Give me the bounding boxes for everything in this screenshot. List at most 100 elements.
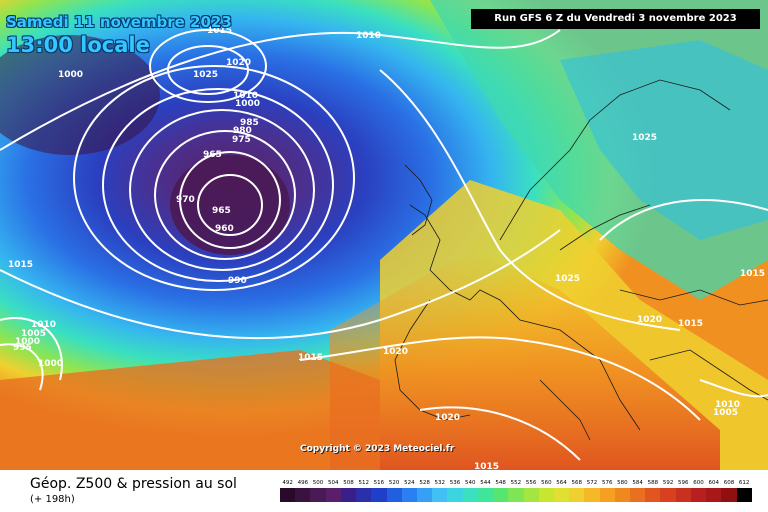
legend-swatch	[386, 488, 402, 502]
isobar-label: 1020	[226, 58, 251, 68]
isobar-label: 1000	[235, 99, 260, 109]
south-warm-field	[330, 250, 720, 470]
isobar-label: 960	[215, 224, 234, 234]
legend-swatch	[721, 488, 737, 502]
isobar-label: 1025	[632, 133, 657, 143]
legend-swatch	[736, 488, 752, 502]
legend-value: 584	[632, 480, 643, 486]
legend-value: 580	[617, 480, 628, 486]
legend-swatch	[340, 488, 357, 502]
legend-value: 540	[464, 480, 476, 486]
isobar-label: 1010	[356, 31, 381, 41]
isobar-label: 980	[233, 126, 252, 136]
legend-value: 576	[601, 480, 613, 486]
legend-swatch	[706, 488, 722, 502]
isobar-label: 965	[203, 150, 222, 160]
legend-value: 528	[419, 480, 430, 486]
legend-value: 600	[693, 480, 704, 486]
isobar-label: 965	[212, 206, 231, 216]
legend-value: 516	[373, 480, 385, 486]
legend-swatch	[614, 488, 631, 502]
isobar-label: 990	[228, 276, 247, 286]
legend-value: 604	[708, 480, 719, 486]
legend-swatch	[280, 488, 296, 502]
isobar-label: 1010	[31, 320, 56, 330]
legend-swatch	[569, 488, 585, 502]
legend-swatch	[675, 488, 691, 502]
model-run-label: Run GFS 6 Z du Vendredi 3 novembre 2023	[471, 9, 760, 29]
legend-swatch	[432, 488, 448, 502]
legend-labels: 492 496 500 504 508 512 516 520 524 528 532 536 540 5…	[280, 478, 752, 488]
legend-swatch	[690, 488, 707, 502]
forecast-date: Samedi 11 novembre 2023	[6, 13, 232, 31]
legend-value: 596	[678, 480, 689, 486]
legend-value: 588	[647, 480, 659, 486]
isobar-label: 1015	[474, 462, 499, 470]
legend-value: 500	[312, 480, 324, 486]
color-legend: 492 496 500 504 508 512 516 520 524 528 532 536 540 5…	[280, 478, 752, 502]
legend-value: 548	[495, 480, 506, 486]
isobar-label: 975	[232, 135, 251, 145]
legend-swatch	[493, 488, 509, 502]
low-core	[170, 155, 290, 255]
legend-value: 532	[434, 480, 446, 486]
legend-swatch	[371, 488, 387, 502]
legend-swatch	[462, 488, 478, 502]
isobar-label: 1005	[713, 408, 738, 418]
legend-value: 612	[738, 480, 750, 486]
isobar-label: 1025	[555, 274, 580, 284]
legend-swatch	[325, 488, 341, 502]
legend-value: 536	[449, 480, 461, 486]
scandinavia-field	[560, 40, 768, 240]
legend-swatch	[538, 488, 554, 502]
isobar-label: 1015	[8, 260, 33, 270]
legend-swatch	[645, 488, 661, 502]
isobars	[0, 29, 768, 461]
isobar-label: 1015	[740, 269, 765, 279]
legend-swatch	[401, 488, 417, 502]
legend-value: 544	[480, 480, 491, 486]
legend-swatch	[523, 488, 539, 502]
copyright-text: Copyright © 2023 Meteociel.fr	[300, 444, 455, 454]
legend-value: 492	[282, 480, 293, 486]
legend-swatch	[508, 488, 524, 502]
isobar-label: 1015	[207, 26, 232, 36]
legend-value: 568	[571, 480, 583, 486]
legend-swatch	[356, 488, 372, 502]
legend-value: 592	[662, 480, 674, 486]
map-canvas: 1015 1010 1020 1025 1000 1010 1000 985 9…	[0, 0, 768, 470]
forecast-time: 13:00 locale	[6, 33, 150, 57]
legend-value: 560	[541, 480, 552, 486]
legend-swatch	[416, 488, 433, 502]
isobar-label: 1010	[715, 400, 740, 410]
legend-swatch	[660, 488, 676, 502]
legend-swatch	[477, 488, 494, 502]
isobar-label: 985	[240, 118, 259, 128]
isobar-label: 995	[13, 343, 32, 353]
forecast-lead-time: (+ 198h)	[30, 494, 75, 505]
isobar-label: 1020	[637, 315, 662, 325]
legend-swatch	[584, 488, 600, 502]
coastlines	[394, 79, 768, 441]
isobar-label: 1000	[15, 337, 40, 347]
map-footer: Géop. Z500 & pression au sol (+ 198h) 49…	[0, 470, 768, 512]
legend-swatch	[553, 488, 570, 502]
legend-swatch	[295, 488, 311, 502]
greenland-low	[0, 35, 160, 155]
legend-bar	[280, 488, 752, 502]
legend-value: 504	[328, 480, 339, 486]
legend-swatch	[447, 488, 463, 502]
legend-value: 572	[586, 480, 598, 486]
weather-map: 1015 1010 1020 1025 1000 1010 1000 985 9…	[0, 0, 768, 470]
isobar-label: 1000	[38, 359, 63, 369]
southwest-warm-field	[0, 350, 380, 470]
legend-value: 520	[388, 480, 400, 486]
legend-swatch	[599, 488, 615, 502]
legend-value: 508	[343, 480, 354, 486]
legend-value: 552	[510, 480, 522, 486]
legend-value: 564	[556, 480, 567, 486]
legend-value: 496	[297, 480, 309, 486]
legend-swatch	[630, 488, 646, 502]
isobar-label: 1005	[21, 329, 46, 339]
map-title: Géop. Z500 & pression au sol	[30, 476, 237, 492]
